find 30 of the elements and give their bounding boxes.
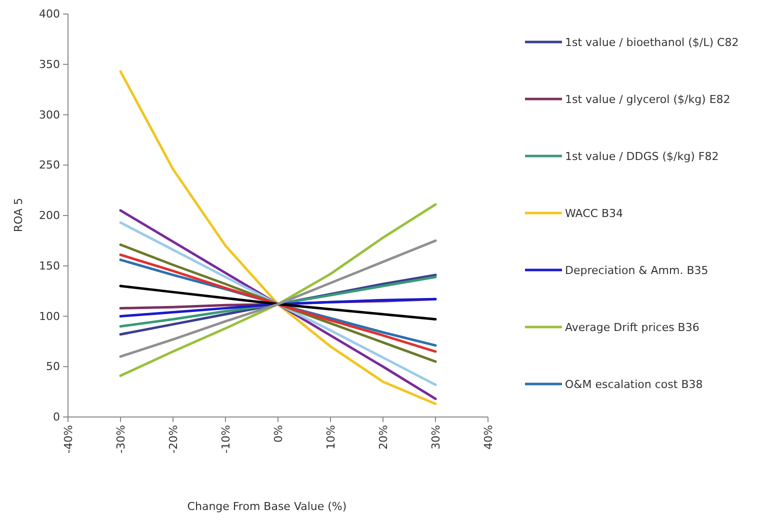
line-series [119,298,437,318]
line-series [119,70,437,406]
y-tick-label: 150 [39,259,60,272]
y-tick-label: 400 [39,8,60,21]
y-tick-label: 350 [39,58,60,71]
legend-label: 1st value / glycerol ($/kg) E82 [565,92,730,106]
legend-label: 1st value / bioethanol ($/L) C82 [565,36,739,49]
y-tick-label: 0 [53,410,60,424]
legend-label: Average Drift prices B36 [565,320,700,334]
x-tick-label: -30% [114,425,128,454]
legend-label: Depreciation & Amm. B35 [565,264,708,277]
x-tick-label: -40% [62,425,75,454]
y-tick-label: 50 [46,360,60,374]
y-tick-label: 250 [39,158,60,172]
legend-label: 1st value / DDGS ($/kg) F82 [565,150,719,163]
y-tick-label: 300 [39,108,60,122]
x-tick-label: -20% [166,425,180,454]
x-tick-label: 0% [272,425,285,442]
x-tick-label: -10% [219,425,232,454]
legend-label: O&M escalation cost B38 [565,378,703,391]
y-axis-title: ROA 5 [12,198,25,232]
x-tick-label: 30% [429,425,442,450]
x-tick-label: 10% [324,425,338,450]
x-axis-title: Change From Base Value (%) [187,500,347,513]
line-series [119,284,437,321]
x-tick-label: 20% [376,425,390,450]
y-tick-label: 200 [39,209,60,222]
legend-label: WACC B34 [565,206,624,220]
y-tick-label: 100 [39,310,60,323]
x-tick-label: 40% [482,425,495,450]
